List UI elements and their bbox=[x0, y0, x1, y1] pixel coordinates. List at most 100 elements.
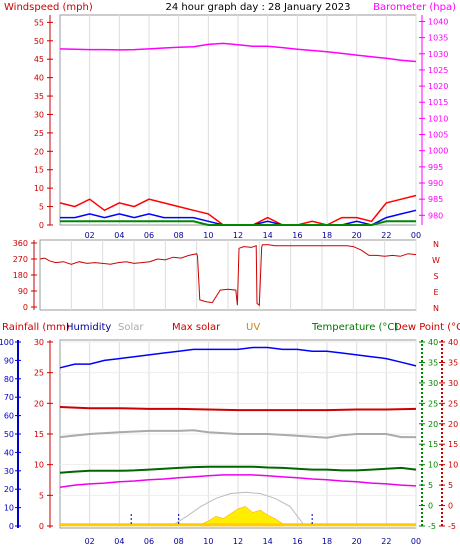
tick-label: 35 bbox=[34, 92, 44, 101]
x-tick-label: 06 bbox=[144, 537, 154, 546]
panel-wind-baro: Windspeed (mph) 24 hour graph day : 28 J… bbox=[4, 2, 456, 240]
tick-label: 30 bbox=[448, 379, 458, 388]
tick-label: 25 bbox=[448, 399, 458, 408]
tick-label: 40 bbox=[448, 338, 458, 347]
tick-label: -5 bbox=[448, 522, 456, 531]
x-tick-label: 22 bbox=[381, 231, 391, 240]
tick-label: 180 bbox=[13, 271, 28, 280]
tick-label: 1020 bbox=[428, 82, 448, 91]
tick-label: 45 bbox=[34, 55, 44, 64]
x-tick-label: 10 bbox=[203, 537, 213, 546]
temperature-line bbox=[59, 465, 417, 474]
humidity-header: Humidity bbox=[66, 322, 111, 333]
wind-axis-title: Windspeed (mph) bbox=[4, 2, 93, 13]
wind-direction-line bbox=[39, 244, 417, 307]
x-tick-label: 12 bbox=[233, 231, 243, 240]
tick-label: 1040 bbox=[428, 17, 448, 26]
tick-label: 1025 bbox=[428, 66, 448, 75]
tick-label: 990 bbox=[428, 179, 443, 188]
chart-title: 24 hour graph day : 28 January 2023 bbox=[166, 2, 351, 13]
tick-label: 15 bbox=[34, 166, 44, 175]
tick-label: 35 bbox=[428, 358, 438, 367]
tick-label: 25 bbox=[34, 129, 44, 138]
rain-y-ticks: 0 5 10 15 20 25 30 bbox=[34, 338, 53, 531]
tick-label: 80 bbox=[4, 375, 14, 384]
tick-label: 15 bbox=[448, 440, 458, 449]
tick-label: 90 bbox=[4, 356, 14, 365]
tick-label: 25 bbox=[34, 369, 44, 378]
tick-label: 1035 bbox=[428, 34, 448, 43]
dew-point-line bbox=[59, 474, 417, 488]
tick-label: 5 bbox=[448, 481, 453, 490]
tick-label: 10 bbox=[34, 461, 44, 470]
barometer-line bbox=[59, 42, 417, 63]
compass-label: E bbox=[433, 288, 438, 297]
x-ticks: 02 04 06 08 10 12 14 16 18 20 22 00 bbox=[85, 537, 422, 546]
temp-y-ticks: -5 0 5 10 15 20 25 30 35 40 bbox=[419, 338, 438, 531]
uv-area bbox=[200, 506, 283, 527]
tick-label: 30 bbox=[34, 110, 44, 119]
max-solar-line bbox=[59, 406, 417, 412]
tick-label: 30 bbox=[4, 467, 14, 476]
tick-label: 995 bbox=[428, 163, 443, 172]
x-tick-label: 16 bbox=[292, 231, 302, 240]
tick-label: 270 bbox=[13, 255, 28, 264]
tick-label: 100 bbox=[0, 338, 14, 347]
rain-header: Rainfall (mm) bbox=[2, 322, 70, 333]
solar-line bbox=[59, 429, 416, 439]
x-ticks: 02 04 06 08 10 12 14 16 18 20 22 00 bbox=[85, 231, 422, 240]
tick-label: 985 bbox=[428, 195, 443, 204]
dew-header: Dew Point (°C) bbox=[394, 322, 460, 333]
compass-label: N bbox=[433, 304, 439, 313]
x-tick-label: 00 bbox=[411, 537, 421, 546]
tick-label: 1005 bbox=[428, 131, 448, 140]
x-tick-label: 14 bbox=[263, 231, 273, 240]
tick-label: 35 bbox=[448, 358, 458, 367]
humidity-line bbox=[59, 346, 417, 369]
wind-y-ticks: 0 5 10 15 20 25 30 35 40 45 50 55 bbox=[34, 15, 53, 230]
wind-series bbox=[59, 42, 417, 226]
tick-label: 1010 bbox=[428, 114, 448, 123]
tick-label: 20 bbox=[34, 147, 44, 156]
tick-label: 0 bbox=[39, 221, 44, 230]
climate-series bbox=[59, 346, 417, 527]
gridlines bbox=[70, 240, 417, 310]
tick-label: 20 bbox=[448, 420, 458, 429]
solar-header: Solar bbox=[118, 322, 144, 333]
tick-label: 5 bbox=[39, 203, 44, 212]
tick-label: 10 bbox=[428, 461, 438, 470]
x-tick-label: 16 bbox=[292, 537, 302, 546]
tick-label: 40 bbox=[4, 448, 14, 457]
dew-y-ticks: -5 0 5 10 15 20 25 30 35 40 bbox=[439, 338, 458, 531]
x-tick-label: 12 bbox=[233, 537, 243, 546]
x-tick-label: 08 bbox=[174, 231, 184, 240]
tick-label: -5 bbox=[428, 522, 436, 531]
x-tick-label: 20 bbox=[352, 231, 362, 240]
tick-label: 980 bbox=[428, 211, 443, 220]
tick-label: 70 bbox=[4, 393, 14, 402]
x-tick-label: 22 bbox=[381, 537, 391, 546]
wind-low-line bbox=[60, 220, 416, 226]
tick-label: 1030 bbox=[428, 50, 448, 59]
tick-label: 1000 bbox=[428, 147, 448, 156]
tick-label: 25 bbox=[428, 399, 438, 408]
tick-label: 0 bbox=[448, 502, 453, 511]
compass-label: S bbox=[433, 272, 438, 281]
tick-label: 360 bbox=[13, 239, 28, 248]
x-tick-label: 02 bbox=[85, 231, 95, 240]
x-tick-label: 20 bbox=[352, 537, 362, 546]
tick-label: 60 bbox=[4, 412, 14, 421]
tick-label: 15 bbox=[34, 430, 44, 439]
tick-label: 5 bbox=[39, 491, 44, 500]
direction-y-ticks: 0 90 180 270 360 bbox=[13, 239, 37, 312]
tick-label: 0 bbox=[23, 303, 28, 312]
x-tick-label: 14 bbox=[263, 537, 273, 546]
x-tick-label: 06 bbox=[144, 231, 154, 240]
tick-label: 0 bbox=[39, 522, 44, 531]
tick-label: 20 bbox=[4, 485, 14, 494]
solar-radiation-curve bbox=[171, 491, 306, 527]
baro-y-ticks: 980 985 990 995 1000 1005 1010 1015 1020 1025 1030… bbox=[419, 15, 448, 225]
